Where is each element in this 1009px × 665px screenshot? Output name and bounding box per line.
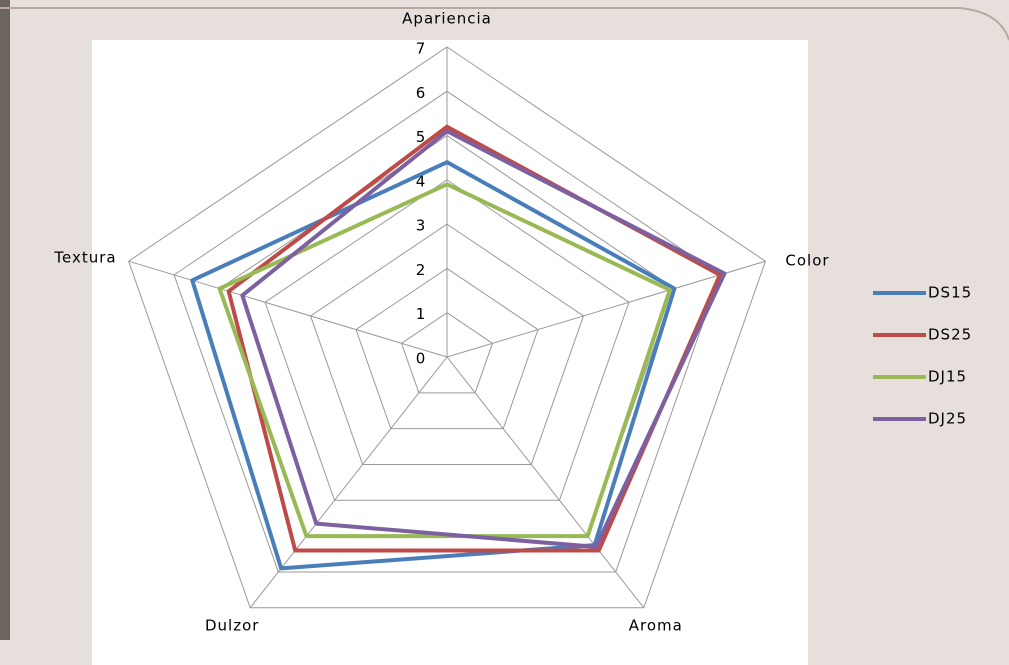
tick-label: 4 (416, 172, 427, 190)
legend-label: DJ15 (928, 368, 967, 386)
tick-label: 0 (416, 350, 427, 368)
grid-ring (264, 179, 630, 501)
grid-ring (355, 267, 539, 430)
tick-label: 7 (416, 40, 427, 58)
series-line (190, 160, 677, 571)
tick-label: 1 (416, 305, 427, 323)
series-line (226, 124, 722, 553)
grid-ring (400, 312, 494, 394)
legend-label: DS25 (928, 326, 972, 344)
photo-edge (0, 0, 10, 640)
axis-spoke (128, 260, 448, 358)
axis-label: Apariencia (402, 10, 492, 28)
grid-ring (309, 223, 585, 465)
tick-label: 2 (416, 261, 427, 279)
axis-label: Aroma (629, 616, 683, 634)
axis-spoke (446, 356, 645, 609)
tick-label: 6 (416, 84, 427, 102)
grid-ring (127, 46, 767, 609)
grid-ring (173, 90, 721, 573)
legend-label: DS15 (928, 284, 972, 302)
tick-label: 3 (416, 217, 427, 235)
corner-curve (959, 7, 1009, 41)
axis-spoke (249, 356, 448, 609)
axis-label: Textura (53, 249, 116, 267)
axis-label: Color (785, 252, 829, 270)
axis-label: Dulzor (205, 616, 259, 634)
radar-chart: 0 1 2 3 4 5 6 7 Apariencia Color Aroma Dulzor Textur… (53, 10, 972, 635)
axis-spoke (446, 260, 766, 358)
legend-label: DJ25 (928, 410, 967, 428)
series-line (240, 129, 727, 549)
tick-label: 5 (416, 128, 427, 146)
